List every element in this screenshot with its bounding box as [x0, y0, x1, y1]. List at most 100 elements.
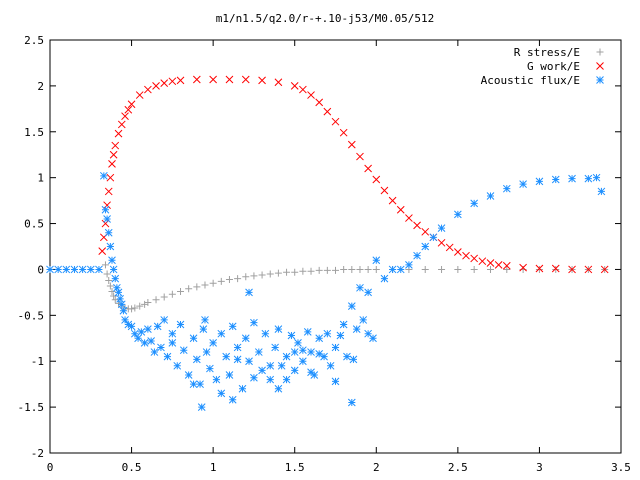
- data-point: [168, 77, 177, 86]
- data-point: [271, 343, 279, 352]
- axes: 0 0.5 1 1.5 2 2.5 3 3.5 -2 -1.5 -1 -0.5 0 0.5 1 1.5 2 2.5: [18, 34, 631, 474]
- data-point: [597, 187, 606, 196]
- data-point: [168, 290, 176, 298]
- data-point: [502, 261, 511, 270]
- data-point: [282, 375, 291, 384]
- data-point: [494, 261, 503, 269]
- data-point: [250, 373, 258, 382]
- y-tick-label: 1.5: [24, 126, 44, 139]
- data-point: [206, 364, 214, 373]
- data-point: [380, 274, 389, 283]
- data-point: [454, 210, 462, 219]
- data-point: [121, 112, 129, 121]
- data-point: [141, 300, 149, 308]
- data-point: [356, 152, 364, 161]
- data-point: [299, 267, 307, 275]
- data-point: [189, 380, 198, 389]
- data-point: [121, 316, 129, 324]
- data-point: [413, 221, 421, 230]
- data-point: [250, 318, 258, 327]
- data-point: [332, 266, 339, 274]
- data-point: [352, 325, 361, 333]
- data-point: [197, 403, 206, 411]
- data-point: [209, 75, 217, 84]
- data-point: [152, 296, 160, 304]
- data-point: [241, 75, 250, 84]
- y-tick-label: 0.5: [24, 218, 44, 231]
- data-point: [421, 242, 430, 251]
- data-point: [258, 271, 266, 279]
- data-point: [356, 283, 364, 292]
- data-point: [153, 322, 162, 331]
- data-point: [282, 352, 291, 361]
- data-point: [592, 173, 601, 182]
- data-point: [176, 76, 185, 85]
- data-point: [535, 177, 544, 186]
- data-point: [179, 346, 188, 355]
- data-point: [109, 150, 118, 159]
- data-point: [349, 355, 358, 364]
- data-point: [437, 224, 446, 232]
- data-point: [339, 320, 348, 329]
- data-point: [421, 227, 430, 236]
- data-point: [135, 91, 144, 99]
- data-point: [192, 355, 201, 364]
- y-tick-label: -2: [31, 447, 44, 460]
- data-point: [470, 265, 478, 273]
- data-point: [209, 279, 217, 287]
- x-tick-label: 0.5: [122, 461, 142, 474]
- data-point: [217, 389, 226, 398]
- data-point: [217, 329, 226, 338]
- data-point: [202, 348, 211, 356]
- data-point: [168, 339, 177, 347]
- data-point: [130, 329, 139, 338]
- data-point: [315, 98, 324, 107]
- data-point: [116, 294, 125, 303]
- data-point: [396, 205, 405, 214]
- data-point: [110, 292, 118, 300]
- data-point: [258, 76, 266, 85]
- x-tick-label: 3: [536, 461, 543, 474]
- data-point: [519, 180, 527, 188]
- data-point: [369, 334, 377, 343]
- data-point: [445, 243, 454, 252]
- data-point: [184, 371, 193, 379]
- data-point: [454, 265, 462, 273]
- data-point: [114, 288, 123, 297]
- data-point: [157, 343, 165, 352]
- data-point: [201, 281, 209, 289]
- data-point: [131, 304, 139, 312]
- data-point: [103, 215, 111, 223]
- data-point: [212, 375, 221, 384]
- data-point: [372, 256, 381, 265]
- data-point: [364, 329, 372, 338]
- x-tick-label: 1: [210, 461, 217, 474]
- data-point: [326, 361, 335, 370]
- data-point: [535, 265, 543, 273]
- data-point: [225, 75, 234, 84]
- data-point: [95, 265, 103, 274]
- data-point: [552, 265, 560, 273]
- data-point: [117, 300, 126, 309]
- data-point: [136, 302, 144, 310]
- data-point: [551, 264, 560, 273]
- data-point: [299, 85, 307, 94]
- data-point: [114, 129, 123, 138]
- data-point: [274, 325, 283, 333]
- data-point: [405, 214, 413, 222]
- data-point: [108, 160, 116, 168]
- data-point: [307, 267, 315, 275]
- data-point: [503, 265, 511, 273]
- data-point: [320, 352, 328, 361]
- data-point: [405, 261, 413, 269]
- data-point: [163, 352, 172, 361]
- data-point: [315, 334, 324, 343]
- x-tick-label: 0: [47, 461, 54, 474]
- data-point: [486, 259, 495, 267]
- data-point: [274, 269, 282, 277]
- data-point: [584, 265, 593, 274]
- chart-title: m1/n1.5/q2.0/r-+.10-j53/M0.05/512: [216, 12, 435, 25]
- x-tick-label: 1.5: [285, 461, 305, 474]
- data-point: [551, 175, 560, 184]
